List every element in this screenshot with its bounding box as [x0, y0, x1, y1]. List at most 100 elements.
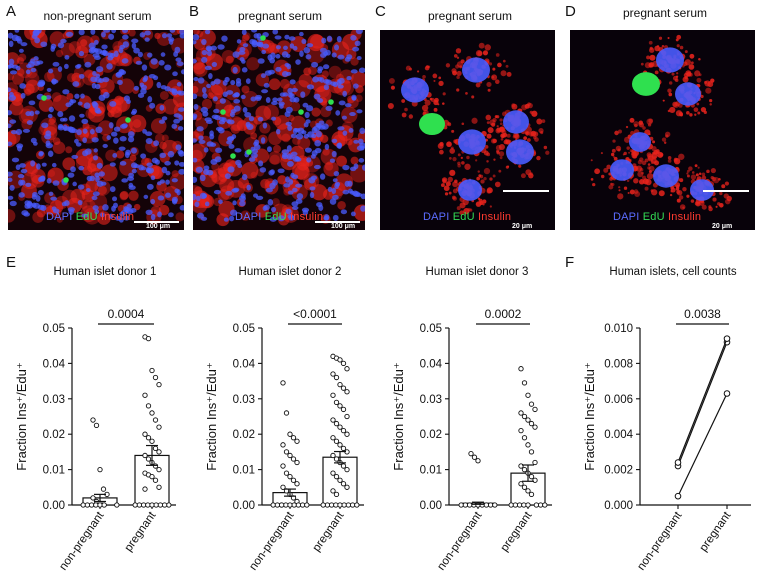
insulin-signal [469, 208, 473, 212]
insulin-signal [241, 34, 250, 42]
insulin-signal [114, 95, 124, 106]
nucleus [348, 128, 354, 133]
nucleus [39, 175, 46, 182]
data-point [528, 401, 535, 407]
nucleus [194, 201, 200, 208]
insulin-signal [452, 157, 457, 162]
nucleus [92, 191, 100, 197]
insulin-signal [676, 189, 683, 196]
nucleus [226, 90, 234, 95]
nucleus [230, 209, 238, 216]
data-point [290, 435, 297, 441]
nucleus [102, 76, 110, 83]
legend-dapi: DAPI [423, 211, 450, 223]
nucleus [311, 61, 319, 68]
nucleus [210, 158, 218, 165]
nucleus [74, 138, 79, 144]
insulin-signal [350, 71, 365, 88]
data-point [142, 431, 148, 437]
nucleus [291, 87, 298, 93]
insulin-signal [694, 70, 701, 77]
nucleus [329, 158, 336, 163]
data-point [340, 463, 347, 469]
insulin-signal [603, 167, 609, 173]
data-point [80, 502, 86, 508]
insulin-signal [448, 191, 452, 195]
nucleus [77, 199, 83, 206]
insulin-signal [47, 169, 56, 177]
insulin-signal [486, 121, 490, 125]
insulin-signal [541, 119, 546, 124]
data-point [333, 399, 340, 405]
insulin-signal [456, 75, 460, 79]
nucleus [166, 33, 173, 38]
data-point [153, 502, 159, 508]
insulin-signal [673, 102, 680, 109]
nucleus [146, 167, 152, 174]
nucleus [193, 115, 197, 121]
insulin-signal [193, 143, 207, 161]
insulin-signal [70, 188, 86, 204]
nucleus [353, 191, 361, 198]
insulin-signal [115, 150, 125, 159]
insulin-signal [465, 92, 468, 95]
nucleus [217, 127, 225, 134]
panel-letter-f: F [565, 254, 575, 271]
nucleus [239, 200, 246, 207]
nucleus [144, 37, 150, 42]
data-point [93, 502, 99, 508]
panel-b-title: pregnant serum [237, 9, 323, 23]
insulin-signal [128, 30, 136, 37]
nucleus [268, 69, 275, 75]
nucleus [95, 66, 104, 73]
nucleus [284, 34, 290, 40]
x-tick-label: non-pregnant [435, 509, 485, 573]
nucleus [64, 200, 70, 207]
insulin-signal [679, 113, 683, 117]
nucleus [94, 107, 101, 114]
data-point [337, 403, 343, 409]
insulin-signal [615, 145, 622, 152]
insulin-signal [466, 155, 470, 160]
nucleus [309, 186, 316, 191]
nucleus [174, 188, 180, 194]
insulin-signal [496, 125, 499, 128]
nucleus [33, 56, 39, 61]
nucleus [126, 203, 132, 210]
nucleus [306, 105, 314, 112]
insulin-signal [81, 189, 95, 203]
insulin-signal [460, 59, 465, 64]
insulin-signal [527, 102, 533, 109]
insulin-signal [611, 148, 616, 153]
legend-insulin: Insulin [101, 211, 135, 223]
data-point [157, 502, 164, 508]
nucleus [239, 57, 245, 62]
data-point [333, 438, 340, 444]
nucleus [193, 176, 198, 183]
nucleus [242, 107, 248, 113]
nucleus [34, 37, 41, 44]
nucleus [109, 162, 116, 167]
nucleus [145, 137, 153, 145]
micrograph-b-canvas [193, 30, 365, 230]
nucleus [332, 194, 339, 200]
nucleus [306, 84, 315, 90]
nucleus [325, 105, 333, 111]
nucleus [292, 187, 298, 193]
nucleus [305, 54, 312, 60]
data-point [341, 502, 347, 508]
insulin-signal [44, 71, 55, 83]
data-point [156, 484, 162, 490]
nucleus [234, 148, 242, 153]
insulin-signal [625, 125, 629, 129]
nucleus [290, 133, 297, 139]
data-point [330, 435, 336, 441]
data-point [299, 502, 306, 508]
nucleus [342, 90, 348, 97]
insulin-signal [536, 155, 541, 161]
data-point [337, 477, 343, 483]
nucleus [8, 123, 12, 129]
insulin-signal [653, 160, 660, 166]
data-point [280, 463, 286, 469]
nucleus [462, 57, 490, 83]
